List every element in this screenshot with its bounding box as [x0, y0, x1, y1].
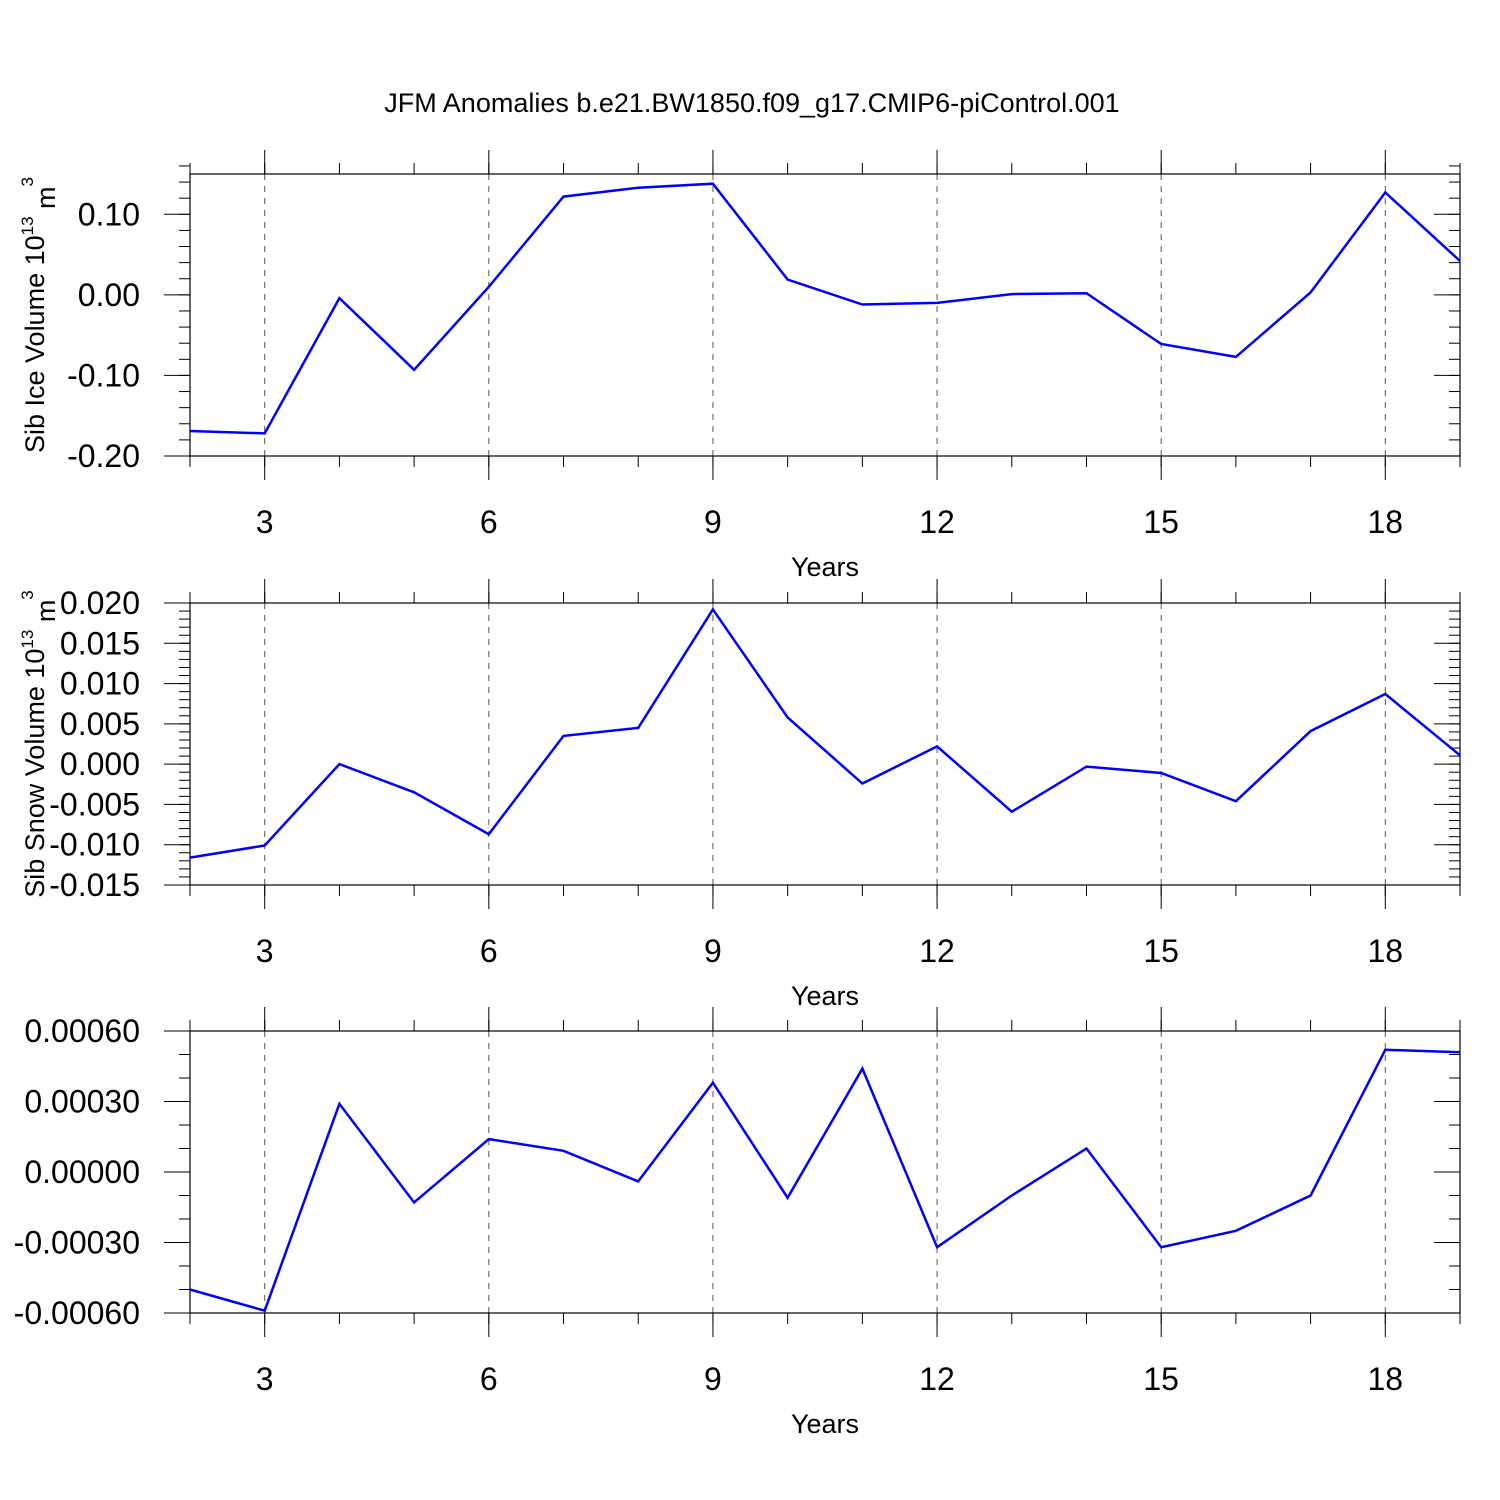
chart2-y-tick-label-5: 0.010	[60, 666, 140, 702]
chart3-series-line-0	[189, 1048, 1461, 1313]
chart3-y-tick-label-3: 0.00030	[24, 1084, 140, 1120]
figure-title: JFM Anomalies b.e21.BW1850.f09_g17.CMIP6…	[384, 88, 1119, 118]
chart3-x-tick-label-2: 9	[704, 1361, 722, 1397]
chart3-plot-frame	[189, 1030, 1461, 1314]
chart2-x-tick-label-5: 18	[1367, 933, 1403, 969]
chart3-x-tick-label-3: 12	[919, 1361, 955, 1397]
chart2-plot-frame	[189, 602, 1461, 886]
chart3-x-tick-label-5: 18	[1367, 1361, 1403, 1397]
chart3-y-tick-label-0: -0.00060	[14, 1295, 140, 1331]
chart2-y-axis-label: Sib Snow Volume 1013 m3	[18, 590, 61, 898]
chart1-y-axis-label: Sib Ice Volume 1013 m3	[18, 177, 61, 453]
chart2-x-tick-label-3: 12	[919, 933, 955, 969]
chart2-y-tick-label-6: 0.015	[60, 625, 140, 661]
chart1-x-axis-label: Years	[791, 552, 859, 582]
chart3-y-tick-label-4: 0.00060	[24, 1013, 140, 1049]
chart2-x-tick-label-0: 3	[256, 933, 274, 969]
chart1-plot-frame	[189, 173, 1461, 457]
chart2-y-tick-label-3: 0.000	[60, 746, 140, 782]
chart2-x-tick-label-2: 9	[704, 933, 722, 969]
chart1-x-tick-label-0: 3	[256, 504, 274, 540]
chart2-y-tick-label-2: -0.005	[49, 786, 140, 822]
chart3-x-tick-label-1: 6	[480, 1361, 498, 1397]
chart1-series-line-0	[189, 182, 1461, 435]
chart2-panel: 3 6 9 12 15 18 Years -0.015 -0.010 -0.005 0.000 0.0…	[18, 579, 1461, 1011]
chart3-x-tick-label-0: 3	[256, 1361, 274, 1397]
chart3-panel: 3 6 9 12 15 18 Years -0.00060 -0.00030 0.00000 0.0…	[14, 1007, 1461, 1439]
chart2-y-tick-label-7: 0.020	[60, 585, 140, 621]
chart1-x-tick-label-1: 6	[480, 504, 498, 540]
chart3-x-axis-label: Years	[791, 1409, 859, 1439]
chart3-y-tick-label-1: -0.00030	[14, 1225, 140, 1261]
chart1-x-tick-label-5: 18	[1367, 504, 1403, 540]
chart1-y-tick-label-1: -0.10	[67, 357, 140, 393]
chart1-x-tick-label-4: 15	[1143, 504, 1179, 540]
chart2-x-tick-label-1: 6	[480, 933, 498, 969]
chart1-y-tick-label-0: -0.20	[67, 438, 140, 474]
chart3-y-tick-label-2: 0.00000	[24, 1154, 140, 1190]
chart2-series-line-0	[189, 607, 1461, 859]
chart2-y-tick-label-4: 0.005	[60, 706, 140, 742]
chart2-y-tick-label-1: -0.010	[49, 827, 140, 863]
chart3-x-tick-label-4: 15	[1143, 1361, 1179, 1397]
chart1-y-tick-label-3: 0.10	[78, 196, 140, 232]
chart1-panel: 3 6 9 12 15 18 Years -0.20 -0.10 0.00 0.10 Sib Ice …	[18, 150, 1461, 582]
chart2-y-tick-label-0: -0.015	[49, 867, 140, 903]
chart1-y-tick-label-2: 0.00	[78, 277, 140, 313]
chart2-x-axis-label: Years	[791, 981, 859, 1011]
chart2-x-tick-label-4: 15	[1143, 933, 1179, 969]
chart1-x-tick-label-3: 12	[919, 504, 955, 540]
chart1-x-tick-label-2: 9	[704, 504, 722, 540]
